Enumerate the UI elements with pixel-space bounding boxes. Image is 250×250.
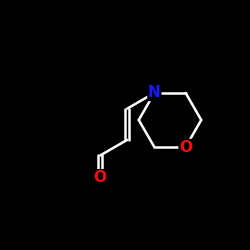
Text: O: O [179, 140, 192, 154]
Text: O: O [94, 170, 107, 185]
Text: N: N [148, 86, 161, 100]
